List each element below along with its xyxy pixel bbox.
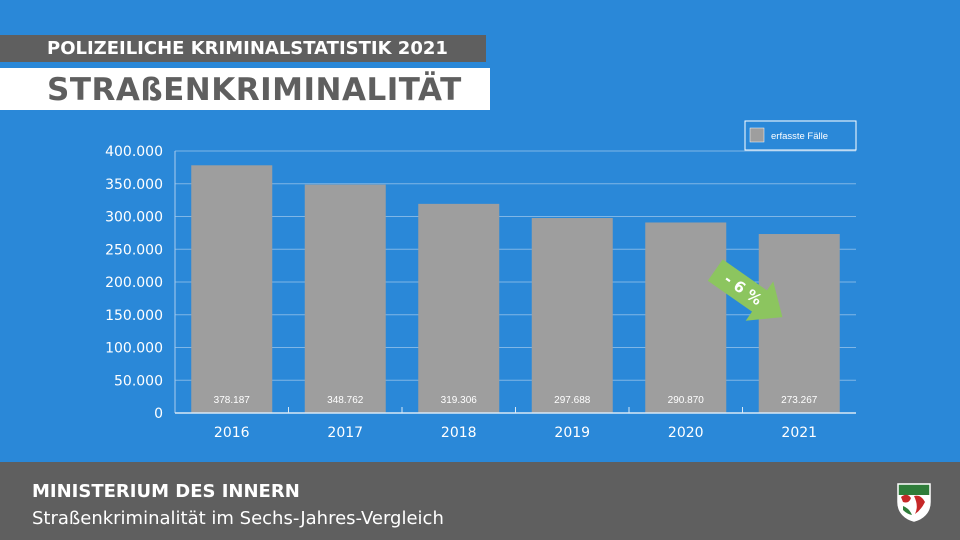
y-tick-label: 400.000 (105, 144, 163, 160)
value-label-2018: 319.306 (441, 395, 478, 406)
bar-2020 (645, 222, 727, 413)
legend: erfasste Fälle (744, 120, 857, 151)
x-tick-label-2019: 2019 (554, 425, 590, 441)
y-tick-label: 200.000 (105, 275, 163, 291)
trend-arrow-icon: - 6 % (707, 259, 783, 321)
bar-2016 (191, 165, 273, 413)
grid-lines (175, 150, 856, 381)
y-tick-label: 300.000 (105, 210, 163, 226)
y-tick-label: 250.000 (105, 242, 163, 258)
x-tick-label-2017: 2017 (327, 425, 363, 441)
x-tick-label-2020: 2020 (668, 425, 704, 441)
bar-2021 (758, 234, 840, 413)
value-labels: 378.187 348.762 319.306 297.688 290.870 273.2… (214, 395, 818, 406)
y-tick-label: 0 (154, 406, 163, 422)
footer: MINISTERIUM DES INNERN Straßenkriminalit… (0, 462, 960, 540)
x-tick-label-2016: 2016 (214, 425, 250, 441)
bar-2017 (304, 184, 386, 413)
nrw-coat-of-arms-icon (897, 483, 931, 522)
x-tick-label-2021: 2021 (781, 425, 817, 441)
bar-2018 (418, 203, 500, 413)
footer-organization: MINISTERIUM DES INNERN (32, 481, 300, 502)
value-label-2020: 290.870 (668, 395, 705, 406)
y-tick-label: 150.000 (105, 308, 163, 324)
value-label-2019: 297.688 (554, 395, 591, 406)
bar-2019 (531, 218, 613, 413)
legend-box (744, 120, 857, 151)
value-label-2016: 378.187 (214, 395, 251, 406)
footer-subtitle: Straßenkriminalität im Sechs-Jahres-Verg… (32, 508, 444, 529)
value-label-2021: 273.267 (781, 395, 818, 406)
page-title: STRAßENKRIMINALITÄT (0, 68, 490, 110)
report-supertitle: POLIZEILICHE KRIMINALSTATISTIK 2021 (0, 35, 486, 62)
axes: 0 50.000 100.000 150.000 200.000 250.000 300.0… (105, 144, 856, 441)
bar-chart: 378.187 348.762 319.306 297.688 290.870 273.2… (105, 120, 857, 441)
legend-label: erfasste Fälle (771, 131, 828, 142)
value-label-2017: 348.762 (327, 395, 364, 406)
trend-arrow-shape (707, 259, 783, 321)
y-tick-label: 50.000 (114, 373, 163, 389)
y-tick-label: 350.000 (105, 177, 163, 193)
x-tick-label-2018: 2018 (441, 425, 477, 441)
y-tick-label: 100.000 (105, 341, 163, 357)
legend-swatch (749, 127, 765, 143)
bars (191, 165, 840, 413)
